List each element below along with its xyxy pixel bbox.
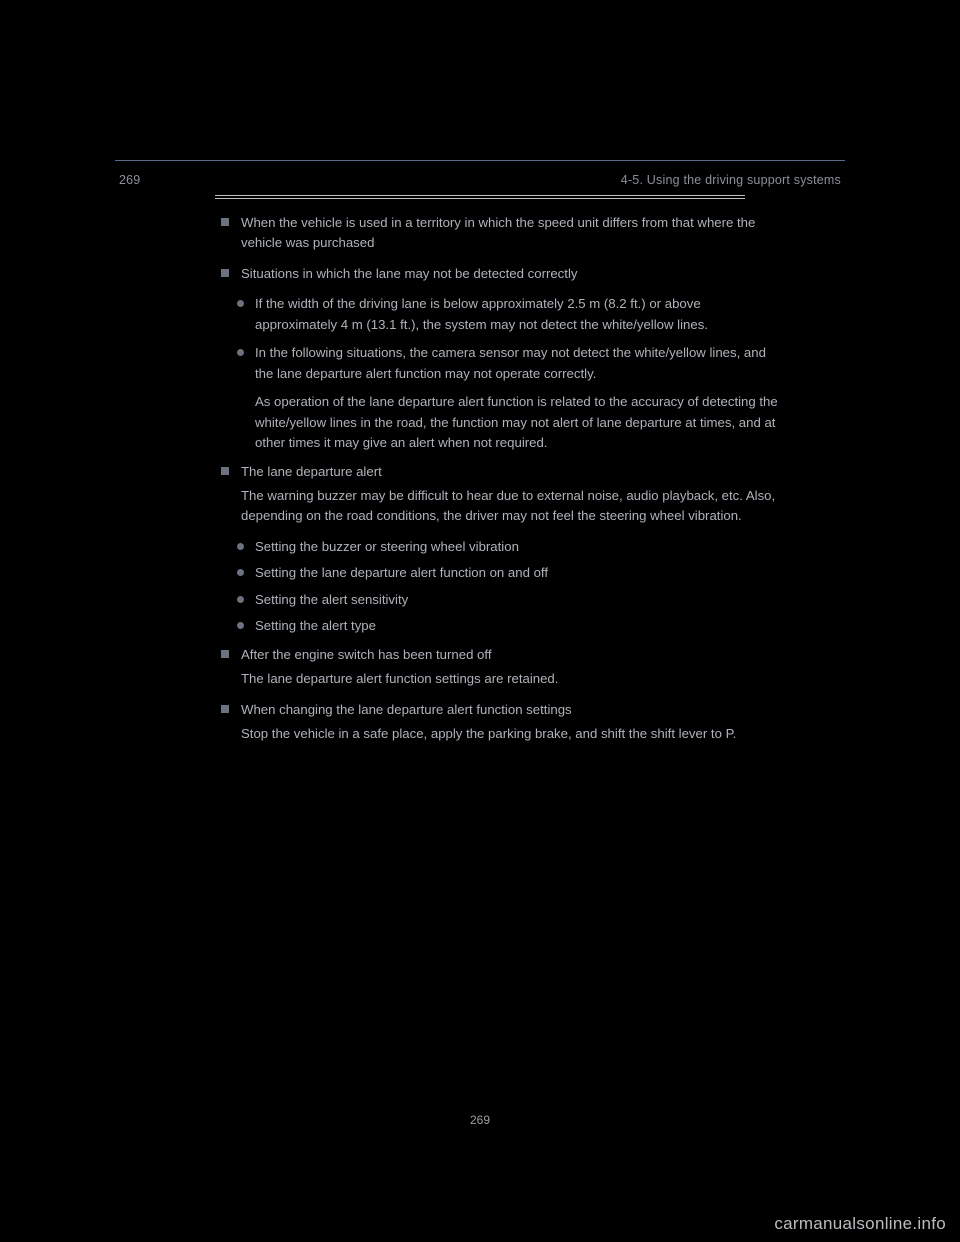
top-rule bbox=[115, 160, 845, 161]
item-extra: Stop the vehicle in a safe place, apply … bbox=[241, 724, 785, 744]
item-text: When the vehicle is used in a territory … bbox=[241, 215, 755, 250]
content-double-rule bbox=[215, 195, 745, 199]
list-item: Setting the alert type bbox=[215, 616, 785, 636]
footer-page-number: 269 bbox=[0, 1113, 960, 1127]
header-page-number: 269 bbox=[119, 173, 140, 187]
item-text: Setting the buzzer or steering wheel vib… bbox=[255, 539, 519, 554]
list-item: Setting the lane departure alert functio… bbox=[215, 563, 785, 583]
list-item: After the engine switch has been turned … bbox=[215, 645, 785, 690]
item-text: After the engine switch has been turned … bbox=[241, 647, 492, 662]
page-container: 269 4-5. Using the driving support syste… bbox=[115, 160, 845, 755]
item-text: When changing the lane departure alert f… bbox=[241, 702, 572, 717]
list-item: When changing the lane departure alert f… bbox=[215, 700, 785, 745]
list-item: Setting the buzzer or steering wheel vib… bbox=[215, 537, 785, 557]
item-extra: The warning buzzer may be difficult to h… bbox=[241, 486, 785, 527]
body-content: When the vehicle is used in a territory … bbox=[215, 213, 785, 745]
list-item: Situations in which the lane may not be … bbox=[215, 264, 785, 284]
list-item: The lane departure alert The warning buz… bbox=[215, 462, 785, 527]
item-text: Setting the alert type bbox=[255, 618, 376, 633]
list-item: When the vehicle is used in a territory … bbox=[215, 213, 785, 254]
item-text: Setting the lane departure alert functio… bbox=[255, 565, 548, 580]
item-text: Setting the alert sensitivity bbox=[255, 592, 408, 607]
header-section-title: 4-5. Using the driving support systems bbox=[621, 173, 841, 187]
item-text: The lane departure alert bbox=[241, 464, 382, 479]
paragraph-text: As operation of the lane departure alert… bbox=[255, 394, 778, 450]
paragraph: As operation of the lane departure alert… bbox=[215, 392, 785, 453]
list-item: Setting the alert sensitivity bbox=[215, 590, 785, 610]
list-item: If the width of the driving lane is belo… bbox=[215, 294, 785, 335]
item-text: If the width of the driving lane is belo… bbox=[255, 296, 708, 331]
list-item: In the following situations, the camera … bbox=[215, 343, 785, 384]
item-extra: The lane departure alert function settin… bbox=[241, 669, 785, 689]
item-text: Situations in which the lane may not be … bbox=[241, 266, 577, 281]
item-text: In the following situations, the camera … bbox=[255, 345, 766, 380]
running-header: 269 4-5. Using the driving support syste… bbox=[119, 173, 841, 187]
watermark-text: carmanualsonline.info bbox=[774, 1214, 946, 1234]
